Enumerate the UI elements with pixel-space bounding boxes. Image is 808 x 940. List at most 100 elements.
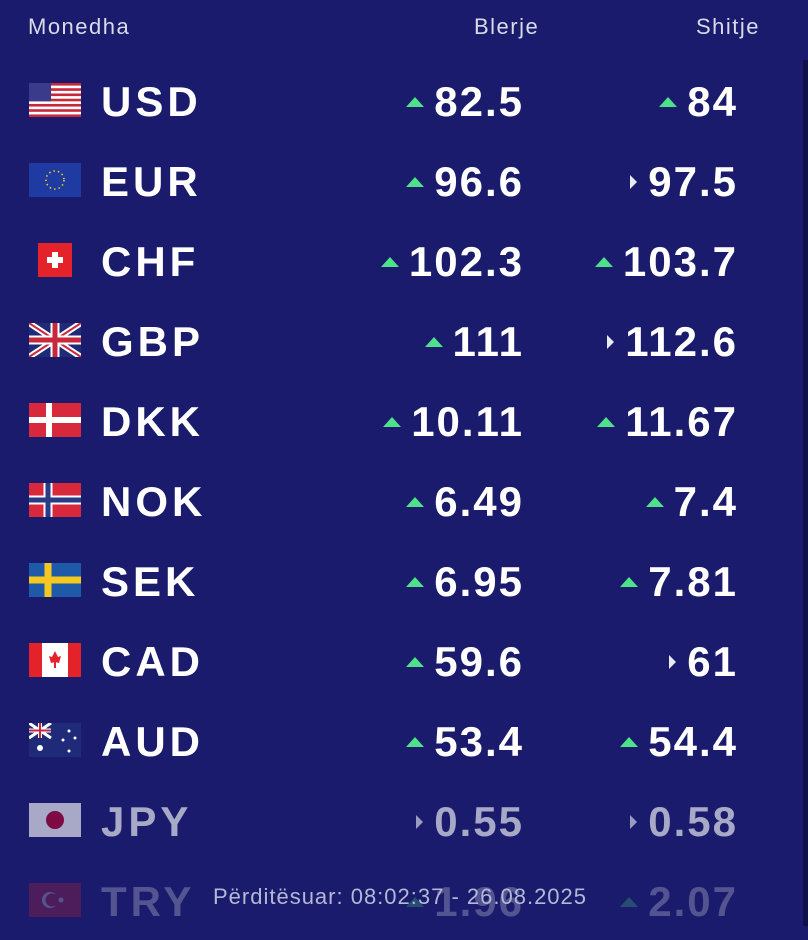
sell-rate: 7.4 bbox=[645, 478, 738, 526]
trend-up-icon bbox=[620, 737, 639, 747]
buy-value: 111 bbox=[452, 318, 524, 365]
scrollbar bbox=[803, 60, 808, 926]
buy-value: 82.5 bbox=[434, 78, 524, 125]
rate-row: USD 82.5 84 bbox=[0, 60, 800, 140]
rate-row: DKK 10.11 11.67 bbox=[0, 380, 800, 460]
trend-up-icon bbox=[406, 97, 425, 107]
buy-value: 0.55 bbox=[434, 798, 524, 845]
sell-value: 2.07 bbox=[648, 878, 738, 925]
currency-code: GBP bbox=[101, 318, 205, 365]
trend-flat-icon bbox=[416, 815, 424, 829]
buy-value: 102.3 bbox=[408, 238, 524, 285]
flag-icon bbox=[29, 483, 81, 517]
sell-rate: 54.4 bbox=[620, 718, 738, 766]
trend-up-icon bbox=[406, 577, 425, 587]
sell-value: 54.4 bbox=[648, 718, 738, 765]
sell-rate: 61 bbox=[667, 638, 738, 686]
buy-rate: 10.11 bbox=[383, 398, 524, 446]
trend-flat-icon bbox=[630, 175, 638, 189]
currency-code: JPY bbox=[101, 798, 193, 845]
trend-up-icon bbox=[406, 177, 425, 187]
rate-row: AUD 53.4 54.4 bbox=[0, 700, 800, 780]
rate-row: EUR 96.6 97.5 bbox=[0, 140, 800, 220]
rate-row: JPY 0.55 0.58 bbox=[0, 780, 800, 860]
sell-value: 7.4 bbox=[673, 478, 738, 525]
flag-icon bbox=[29, 883, 81, 917]
flag-icon bbox=[29, 323, 81, 357]
sell-rate: 84 bbox=[659, 78, 738, 126]
flag-icon bbox=[29, 403, 81, 437]
buy-rate: 102.3 bbox=[380, 238, 524, 286]
buy-rate: 1.96 bbox=[406, 878, 524, 926]
sell-rate: 2.07 bbox=[620, 878, 738, 926]
flag-icon bbox=[38, 243, 72, 277]
sell-rate: 11.67 bbox=[597, 398, 738, 446]
sell-value: 103.7 bbox=[622, 238, 738, 285]
buy-value: 53.4 bbox=[434, 718, 524, 765]
updated-label: Përditësuar: 08:02:37 - 26.08.2025 bbox=[212, 884, 588, 909]
rate-row: CAD 59.6 61 bbox=[0, 620, 800, 700]
buy-value: 96.6 bbox=[434, 158, 524, 205]
trend-flat-icon bbox=[630, 815, 638, 829]
trend-flat-icon bbox=[669, 655, 677, 669]
buy-rate: 6.95 bbox=[406, 558, 524, 606]
flag-icon bbox=[29, 803, 81, 837]
rate-row: GBP 111 112.6 bbox=[0, 300, 800, 380]
trend-up-icon bbox=[659, 97, 678, 107]
trend-up-icon bbox=[406, 737, 425, 747]
sell-rate: 97.5 bbox=[628, 158, 738, 206]
buy-value: 6.95 bbox=[434, 558, 524, 605]
currency-code: EUR bbox=[101, 158, 202, 205]
header-buy: Blerje bbox=[474, 14, 540, 39]
trend-up-icon bbox=[645, 497, 664, 507]
buy-value: 59.6 bbox=[434, 638, 524, 685]
sell-value: 7.81 bbox=[648, 558, 738, 605]
trend-up-icon bbox=[383, 417, 402, 427]
rate-row: CHF 102.3 103.7 bbox=[0, 220, 800, 300]
sell-value: 0.58 bbox=[648, 798, 738, 845]
trend-up-icon bbox=[594, 257, 613, 267]
rate-row: NOK 6.49 7.4 bbox=[0, 460, 800, 540]
currency-code: AUD bbox=[101, 718, 204, 765]
trend-up-icon bbox=[424, 337, 443, 347]
header-sell: Shitje bbox=[696, 14, 761, 39]
flag-icon bbox=[29, 83, 81, 117]
sell-rate: 103.7 bbox=[594, 238, 738, 286]
sell-value: 112.6 bbox=[625, 318, 738, 365]
sell-rate: 0.58 bbox=[628, 798, 738, 846]
currency-code: SEK bbox=[101, 558, 200, 605]
flag-icon bbox=[29, 643, 81, 677]
rate-row: TRY 1.96 2.07 bbox=[0, 860, 800, 940]
trend-up-icon bbox=[406, 897, 425, 907]
buy-value: 1.96 bbox=[434, 878, 524, 925]
sell-value: 61 bbox=[687, 638, 738, 685]
buy-rate: 82.5 bbox=[406, 78, 524, 126]
sell-rate: 7.81 bbox=[620, 558, 738, 606]
flag-icon bbox=[29, 723, 81, 757]
flag-icon bbox=[29, 563, 81, 597]
currency-code: NOK bbox=[101, 478, 207, 525]
currency-code: CHF bbox=[101, 238, 200, 285]
buy-rate: 59.6 bbox=[406, 638, 524, 686]
trend-up-icon bbox=[380, 257, 399, 267]
trend-up-icon bbox=[406, 497, 425, 507]
currency-code: TRY bbox=[101, 878, 196, 925]
flag-icon bbox=[29, 163, 81, 197]
buy-value: 6.49 bbox=[434, 478, 524, 525]
trend-up-icon bbox=[620, 897, 639, 907]
trend-flat-icon bbox=[607, 335, 615, 349]
sell-rate: 112.6 bbox=[605, 318, 738, 366]
header-currency: Monedha bbox=[28, 14, 131, 39]
trend-up-icon bbox=[620, 577, 639, 587]
rate-row: SEK 6.95 7.81 bbox=[0, 540, 800, 620]
buy-rate: 96.6 bbox=[406, 158, 524, 206]
currency-code: DKK bbox=[101, 398, 204, 445]
buy-value: 10.11 bbox=[411, 398, 524, 445]
trend-up-icon bbox=[406, 657, 425, 667]
currency-code: CAD bbox=[101, 638, 204, 685]
sell-value: 11.67 bbox=[625, 398, 738, 445]
buy-rate: 0.55 bbox=[414, 798, 524, 846]
buy-rate: 53.4 bbox=[406, 718, 524, 766]
sell-value: 97.5 bbox=[648, 158, 738, 205]
sell-value: 84 bbox=[687, 78, 738, 125]
